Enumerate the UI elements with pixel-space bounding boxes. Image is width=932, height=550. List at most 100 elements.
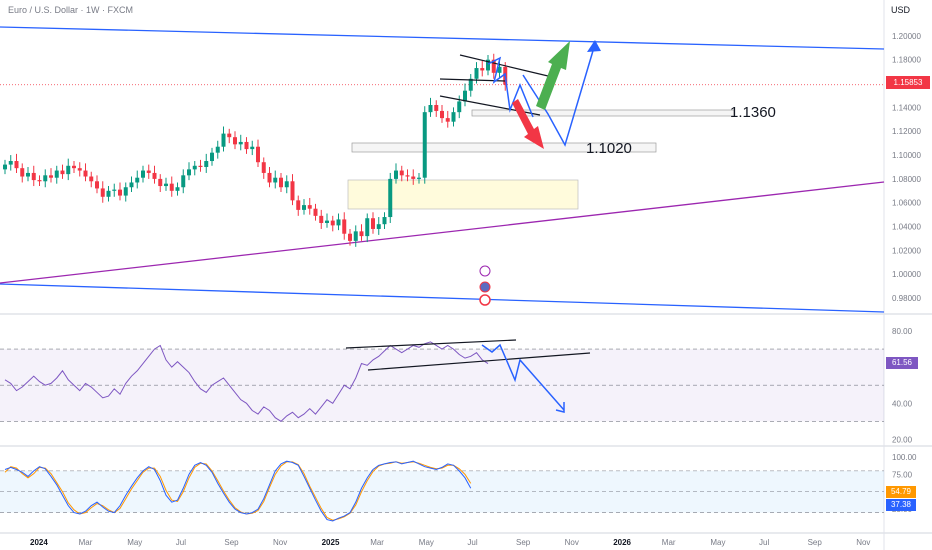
price-tick-label: 0.98000 [892, 294, 921, 303]
candle-body [434, 105, 439, 111]
candle-body [31, 172, 36, 181]
x-tick-label: Jul [176, 538, 186, 547]
candle-body [440, 110, 444, 119]
price-tick-label: 1.00000 [892, 270, 921, 279]
x-tick-label: 2025 [322, 538, 340, 547]
eu-flag-event-icon [479, 281, 491, 293]
candle-body [141, 170, 145, 178]
x-tick-label: Nov [273, 538, 287, 547]
price-tick-label: 1.12000 [892, 127, 921, 136]
candle-body [164, 183, 168, 187]
x-tick-label: Nov [565, 538, 579, 547]
bearish-arrow [512, 99, 544, 149]
candle-body [204, 161, 209, 167]
candle-body [187, 169, 191, 176]
currency-label: USD [890, 5, 910, 15]
candle-body [468, 78, 473, 91]
channel-lower-line [0, 283, 885, 313]
candle-body [284, 181, 289, 188]
candle-body [158, 178, 163, 187]
candle-body [405, 175, 410, 177]
stoch-d-badge: 37.38 [886, 499, 916, 511]
candle-body [279, 177, 283, 188]
price-tick-label: 1.10000 [892, 151, 921, 160]
stoch-tick-label: 100.00 [892, 453, 917, 462]
x-tick-label: May [710, 538, 725, 547]
candle-body [365, 218, 370, 237]
candle-body [273, 177, 278, 183]
price-tick-label: 1.04000 [892, 223, 921, 232]
candle-body [267, 172, 272, 183]
x-tick-label: Mar [79, 538, 93, 547]
candle-body [49, 175, 53, 178]
candle-body [330, 220, 335, 226]
candle-body [20, 168, 25, 177]
candle-body [77, 168, 82, 171]
candle-body [43, 175, 48, 182]
rsi-lower-trendline [367, 352, 591, 371]
candle-body [66, 165, 71, 175]
candle-body [451, 112, 456, 122]
candle-body [181, 175, 186, 188]
candle-body [422, 112, 427, 178]
candle-body [457, 101, 462, 113]
candle-body [89, 176, 94, 182]
rsi-upper-trendline [345, 339, 517, 349]
candle-body [3, 164, 7, 170]
candle-body [106, 190, 111, 197]
candle-body [26, 172, 30, 177]
candle-body [491, 59, 496, 73]
candle-body [175, 187, 180, 191]
candle-body [428, 105, 433, 113]
candle-body [72, 165, 76, 169]
candle-body [244, 141, 249, 150]
support-zone-1360 [471, 109, 735, 117]
candle-body [215, 146, 220, 153]
candle-body [169, 183, 174, 191]
candle-body [210, 152, 214, 162]
candle-body [319, 215, 324, 223]
candle-body [399, 170, 404, 176]
price-tick-label: 1.14000 [892, 103, 921, 112]
x-tick-label: Sep [516, 538, 531, 547]
candle-body [342, 219, 347, 234]
candle-body [112, 189, 117, 191]
candle-body [146, 170, 151, 173]
candle-body [14, 161, 19, 169]
rsi-tick-label: 20.00 [892, 435, 913, 444]
lightning-event-icon [479, 265, 491, 277]
projection-arrowhead [587, 40, 601, 52]
stoch-tick-label: 75.00 [892, 470, 913, 479]
candle-body [348, 233, 352, 241]
x-tick-label: 2026 [613, 538, 631, 547]
candle-body [95, 181, 99, 189]
rsi-tick-label: 80.00 [892, 327, 913, 336]
candle-body [394, 170, 398, 179]
candle-body [198, 165, 203, 167]
candle-body [123, 187, 128, 196]
candle-body [307, 205, 312, 209]
candle-body [152, 172, 157, 179]
x-tick-label: Jul [759, 538, 769, 547]
stoch-d-line [4, 460, 472, 522]
candle-body [250, 146, 255, 150]
candle-body [37, 180, 42, 182]
x-tick-label: May [419, 538, 434, 547]
rsi-line [4, 341, 489, 422]
candle-body [60, 170, 65, 175]
rsi-projection-path [481, 343, 565, 411]
candle-body [353, 231, 358, 241]
x-tick-label: Sep [224, 538, 239, 547]
x-tick-label: 2024 [30, 538, 48, 547]
candle-body [371, 218, 375, 229]
candle-body [445, 118, 450, 122]
price-tick-label: 1.02000 [892, 246, 921, 255]
candle-body [135, 177, 140, 183]
candle-body [238, 141, 243, 145]
candle-body [411, 176, 416, 179]
demand-zone [347, 179, 579, 210]
candle-body [480, 68, 485, 71]
candle-body [313, 208, 318, 216]
level-label-lower: 1.1020 [586, 140, 632, 157]
